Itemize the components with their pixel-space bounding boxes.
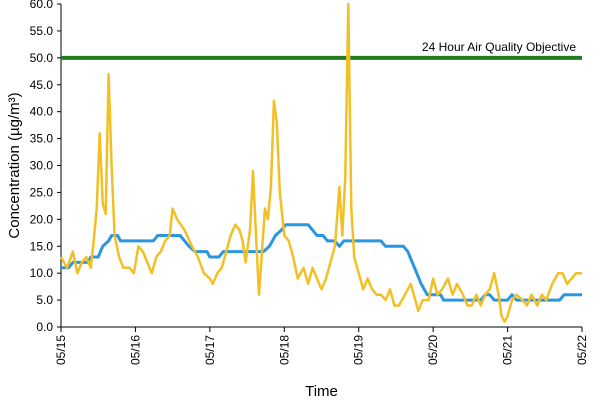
y-tick-label: 45.0: [30, 78, 54, 92]
x-tick-label: 05/18: [277, 335, 291, 365]
y-tick-label: 55.0: [30, 24, 54, 38]
y-tick-label: 40.0: [30, 105, 54, 119]
y-tick-label: 5.0: [36, 293, 53, 307]
y-tick-label: 35.0: [30, 132, 54, 146]
x-tick-label: 05/17: [203, 335, 217, 365]
series-line-hourly: [59, 2, 582, 323]
series-line-rolling-24h: [61, 223, 582, 302]
x-tick-label: 05/20: [426, 335, 440, 365]
y-tick-label: 0.0: [36, 320, 53, 334]
y-tick-label: 10.0: [30, 266, 54, 280]
x-tick-label: 05/22: [575, 335, 589, 365]
y-tick-label: 25.0: [30, 185, 54, 199]
y-axis-title: Concentration (µg/m³): [6, 92, 23, 238]
x-tick-label: 05/16: [128, 335, 142, 365]
y-tick-label: 15.0: [30, 239, 54, 253]
x-tick-label: 05/19: [352, 335, 366, 365]
x-tick-label: 05/15: [54, 335, 68, 365]
x-axis: 05/15 05/16 05/17 05/18 05/19 05/20 05/21 05/22: [54, 326, 589, 365]
y-tick-label: 60.0: [30, 0, 54, 11]
y-axis: 0.0 5.0 10.0 15.0 20.0 25.0 30.0 35.0 40.0 45.0 50…: [30, 0, 62, 334]
x-axis-title: Time: [305, 383, 338, 400]
x-tick-label: 05/21: [501, 335, 515, 365]
y-tick-label: 20.0: [30, 212, 54, 226]
y-tick-label: 30.0: [30, 159, 54, 173]
objective-label: 24 Hour Air Quality Objective: [422, 40, 576, 54]
y-tick-label: 50.0: [30, 51, 54, 65]
